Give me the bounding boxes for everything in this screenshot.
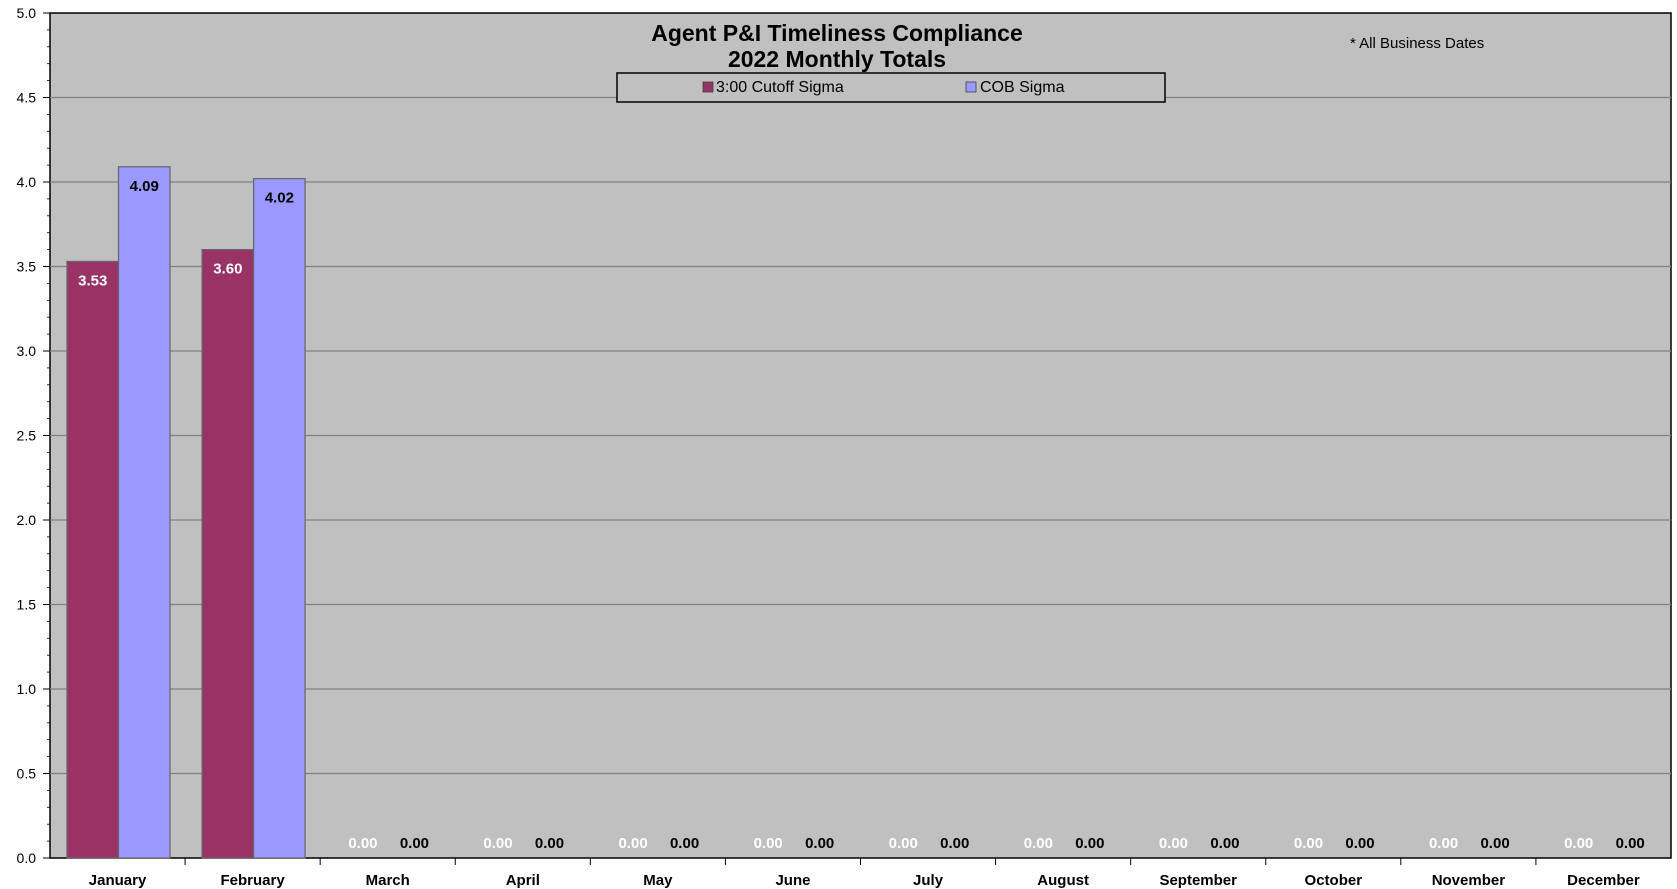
data-label: 0.00 [940, 835, 969, 852]
legend-label-cob: COB Sigma [980, 79, 1065, 96]
data-label: 4.09 [130, 178, 159, 195]
data-label: 0.00 [754, 835, 783, 852]
y-tick-label: 4.5 [17, 90, 37, 106]
x-tick-label: March [366, 872, 410, 889]
data-label: 0.00 [483, 835, 512, 852]
data-label: 0.00 [1429, 835, 1458, 852]
data-label: 0.00 [1345, 835, 1374, 852]
x-tick-label: February [221, 872, 286, 889]
data-label: 0.00 [618, 835, 647, 852]
chart-title: Agent P&I Timeliness Compliance [651, 20, 1023, 46]
y-tick-label: 2.5 [17, 428, 37, 444]
x-tick-label: August [1037, 872, 1089, 889]
data-label: 0.00 [1210, 835, 1239, 852]
x-tick-label: November [1432, 872, 1506, 889]
y-tick-label: 3.0 [17, 343, 37, 359]
data-label: 3.60 [213, 261, 242, 278]
data-label: 0.00 [1075, 835, 1104, 852]
legend-label-cutoff: 3:00 Cutoff Sigma [716, 79, 844, 96]
data-label: 0.00 [1294, 835, 1323, 852]
data-label: 0.00 [1616, 835, 1645, 852]
x-tick-label: December [1567, 872, 1640, 889]
y-tick-label: 2.0 [17, 512, 37, 528]
data-label: 4.02 [265, 190, 294, 207]
data-label: 0.00 [1480, 835, 1509, 852]
x-tick-label: May [643, 872, 673, 889]
data-label: 0.00 [400, 835, 429, 852]
x-tick-label: July [913, 872, 944, 889]
legend-swatch-cutoff [702, 81, 714, 93]
data-label: 0.00 [1024, 835, 1053, 852]
y-tick-label: 0.0 [17, 850, 37, 866]
note-text: * All Business Dates [1350, 35, 1484, 52]
data-label: 0.00 [670, 835, 699, 852]
bar-january-cob [117, 166, 171, 859]
chart-subtitle: 2022 Monthly Totals [728, 46, 946, 72]
data-label: 0.00 [348, 835, 377, 852]
y-tick-label: 4.0 [17, 174, 37, 190]
bar-january-cutoff [66, 260, 120, 859]
data-label: 3.53 [78, 272, 107, 289]
data-label: 0.00 [535, 835, 564, 852]
data-label: 0.00 [805, 835, 834, 852]
y-tick-label: 3.5 [17, 259, 37, 275]
legend-box [616, 72, 1166, 103]
x-tick-label: October [1305, 872, 1363, 889]
y-tick-label: 1.0 [17, 681, 37, 697]
bar-february-cob [252, 178, 306, 859]
x-tick-label: June [775, 872, 810, 889]
y-tick-label: 5.0 [17, 5, 37, 21]
x-tick-label: April [506, 872, 540, 889]
y-tick-label: 1.5 [17, 597, 37, 613]
legend-swatch-cob [965, 81, 977, 93]
axes: 0.0 0.5 1.0 1.5 2.0 2.5 3.0 3.5 4.0 4.5 5.0 January… [17, 5, 1640, 889]
data-label: 0.00 [889, 835, 918, 852]
legend: 3:00 Cutoff Sigma COB Sigma [616, 72, 1166, 103]
bars [66, 166, 306, 859]
x-tick-label: September [1159, 872, 1237, 889]
value-labels: 3.53 4.09 3.60 4.02 0.00 0.00 0.00 0.00 0.00 0.00… [78, 178, 1645, 852]
bar-february-cutoff [201, 249, 255, 859]
y-tick-label: 0.5 [17, 766, 37, 782]
x-tick-label: January [89, 872, 147, 889]
data-label: 0.00 [1159, 835, 1188, 852]
data-label: 0.00 [1564, 835, 1593, 852]
